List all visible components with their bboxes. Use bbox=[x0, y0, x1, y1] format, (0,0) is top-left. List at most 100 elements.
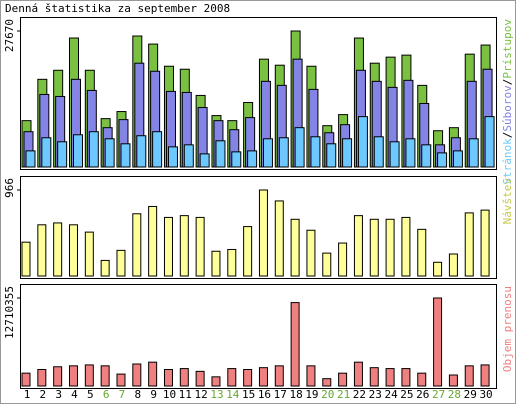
bar bbox=[437, 152, 448, 168]
x-tick-label: 16 bbox=[258, 388, 271, 401]
bar bbox=[433, 297, 443, 387]
x-tick-label: 21 bbox=[337, 388, 350, 401]
bar bbox=[357, 116, 368, 168]
x-tick-label: 1 bbox=[24, 388, 31, 401]
x-tick-label: 12 bbox=[195, 388, 208, 401]
bar bbox=[421, 144, 432, 168]
x-tick-label: 15 bbox=[242, 388, 255, 401]
bar bbox=[179, 368, 189, 387]
bar bbox=[433, 261, 443, 277]
bar bbox=[148, 205, 158, 277]
bar bbox=[57, 141, 68, 168]
bar bbox=[100, 259, 110, 277]
bar bbox=[338, 372, 348, 387]
chart-title: Denná štatistika za september 2008 bbox=[5, 2, 230, 15]
bar bbox=[373, 136, 384, 168]
y-tick-label: 27670 bbox=[3, 19, 16, 52]
bar bbox=[21, 241, 31, 277]
bar bbox=[37, 369, 47, 387]
bar bbox=[401, 216, 411, 277]
x-tick-label: 26 bbox=[416, 388, 429, 401]
x-tick-label: 27 bbox=[432, 388, 445, 401]
bar bbox=[448, 253, 458, 277]
bar bbox=[231, 151, 242, 168]
bar bbox=[37, 224, 47, 277]
bar bbox=[195, 370, 205, 387]
bar bbox=[199, 153, 210, 168]
bar bbox=[338, 242, 348, 277]
x-tick-label: 30 bbox=[479, 388, 492, 401]
bar bbox=[322, 252, 332, 277]
bar bbox=[84, 364, 94, 387]
bar bbox=[211, 376, 221, 387]
bar bbox=[116, 373, 126, 387]
legend: Návštev bbox=[501, 178, 514, 225]
x-tick-label: 28 bbox=[448, 388, 461, 401]
x-tick-label: 25 bbox=[400, 388, 413, 401]
legend: Objem prenosu bbox=[501, 286, 514, 372]
x-tick-label: 13 bbox=[210, 388, 223, 401]
bar bbox=[389, 141, 400, 168]
x-tick-label: 2 bbox=[40, 388, 47, 401]
bar bbox=[385, 368, 395, 387]
bar bbox=[243, 226, 253, 277]
bar bbox=[152, 131, 163, 168]
y-tick-label: 12710355 bbox=[3, 286, 16, 339]
bar bbox=[215, 140, 226, 168]
x-tick-label: 3 bbox=[55, 388, 62, 401]
bar bbox=[448, 374, 458, 387]
panel bbox=[20, 284, 497, 389]
bar bbox=[480, 364, 490, 387]
bar bbox=[179, 215, 189, 277]
panel bbox=[20, 176, 497, 279]
bar bbox=[369, 367, 379, 387]
bar bbox=[326, 143, 337, 168]
bar bbox=[21, 372, 31, 387]
x-tick-label: 22 bbox=[353, 388, 366, 401]
x-tick-label: 23 bbox=[369, 388, 382, 401]
x-tick-label: 18 bbox=[289, 388, 302, 401]
bar bbox=[278, 137, 289, 168]
bar bbox=[452, 150, 463, 168]
bar bbox=[353, 361, 363, 387]
bar bbox=[53, 366, 63, 387]
x-tick-label: 6 bbox=[103, 388, 110, 401]
bar bbox=[290, 218, 300, 277]
bar bbox=[100, 365, 110, 387]
bar bbox=[132, 213, 142, 277]
bar bbox=[417, 372, 427, 387]
bar bbox=[195, 216, 205, 277]
bar bbox=[72, 134, 83, 168]
bar bbox=[480, 209, 490, 277]
legend-entry: Objem prenosu bbox=[501, 286, 514, 372]
x-tick-label: 4 bbox=[71, 388, 78, 401]
bar bbox=[369, 218, 379, 277]
legend-separator: / bbox=[501, 79, 514, 86]
bar bbox=[306, 229, 316, 277]
bar bbox=[163, 369, 173, 387]
bar bbox=[353, 215, 363, 277]
bar bbox=[310, 136, 321, 168]
bar bbox=[53, 222, 63, 277]
panel bbox=[20, 17, 497, 170]
bar bbox=[258, 367, 268, 387]
bar bbox=[294, 127, 305, 168]
bar bbox=[148, 361, 158, 387]
legend-entry: Súborov bbox=[501, 85, 514, 132]
x-tick-label: 10 bbox=[163, 388, 176, 401]
bar bbox=[290, 302, 300, 387]
bar bbox=[417, 228, 427, 277]
x-tick-label: 19 bbox=[305, 388, 318, 401]
bar bbox=[306, 365, 316, 387]
x-tick-label: 5 bbox=[87, 388, 94, 401]
bar bbox=[464, 212, 474, 277]
bar bbox=[25, 150, 36, 168]
bar bbox=[342, 138, 353, 168]
bar bbox=[211, 250, 221, 277]
bar bbox=[104, 138, 115, 168]
bar bbox=[385, 218, 395, 277]
bar bbox=[132, 363, 142, 387]
bar bbox=[405, 138, 416, 168]
bar bbox=[274, 200, 284, 277]
